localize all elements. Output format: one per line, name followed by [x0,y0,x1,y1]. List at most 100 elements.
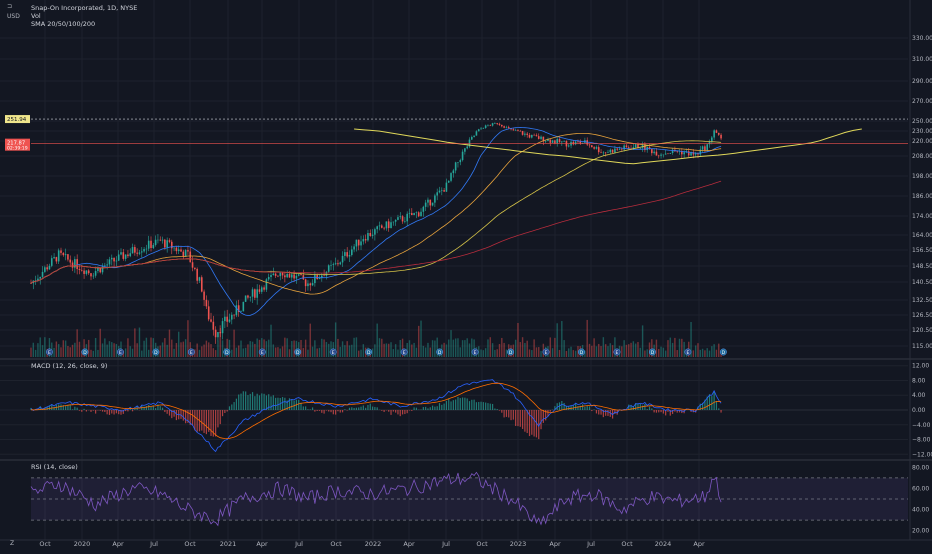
candle [589,145,591,146]
candle [169,240,171,242]
volume-bar [695,345,696,357]
macd-histogram-bar [231,404,232,410]
volume-bar [644,350,645,357]
candle [159,240,161,241]
sma-label[interactable]: SMA 20/50/100/200 [31,20,137,28]
macd-histogram-bar [310,409,311,410]
macd-histogram-bar [584,407,585,410]
macd-histogram-bar [363,405,364,410]
macd-histogram-bar [113,410,114,415]
macd-histogram-bar [437,406,438,410]
volume-bar [672,343,673,357]
candle [559,139,561,142]
candle [289,274,291,278]
candle [441,190,443,191]
macd-histogram-bar [233,402,234,410]
macd-histogram-bar [404,410,405,414]
x-tick-label: Oct [330,540,342,548]
candle [266,279,268,289]
macd-histogram-bar [217,410,218,427]
candle [254,289,256,297]
candle [224,317,226,321]
candle [148,241,150,249]
y-tick-label: 120.50 [912,327,932,334]
volume-bar [413,343,414,357]
y-tick-label: 270.00 [912,98,932,105]
candle [76,259,78,269]
macd-histogram-bar [356,408,357,410]
candle [616,149,618,150]
candle [667,154,669,155]
volume-bar [702,349,703,357]
candle [529,135,531,138]
macd-histogram-bar [222,410,223,416]
candle [132,247,134,253]
macd-histogram-bar [420,409,421,410]
candle [263,287,265,289]
macd-tick-label: 8.00 [912,377,926,384]
candle [346,252,348,256]
candle [74,259,76,268]
volume-bar [270,325,271,357]
candle [545,141,547,142]
candle [411,213,413,215]
volume-bar [647,349,648,357]
volume-bar [700,350,701,357]
candle [607,152,609,153]
volume-bar [640,348,641,357]
event-label: D [438,350,442,356]
candle [436,192,438,195]
candle [450,173,452,181]
candle [171,242,173,249]
macd-histogram-bar [531,410,532,435]
candle [702,146,704,149]
candle [388,221,390,228]
macd-histogram-bar [169,410,170,416]
corner-bottom-icon[interactable]: Z [10,540,14,547]
macd-histogram-bar [485,403,486,410]
macd-histogram-bar [67,405,68,410]
volume-bar [496,349,497,357]
volume-bar [386,343,387,357]
volume-bar [526,341,527,357]
macd-histogram-bar [243,391,244,410]
corner-top-icon[interactable]: ⊐ [7,3,12,10]
volume-bar [395,344,396,357]
y-tick-label: 330.00 [912,35,932,42]
macd-histogram-bar [160,406,161,410]
candle [129,253,131,256]
candle [86,270,88,273]
volume-bar [626,345,627,357]
candle [596,147,598,149]
macd-histogram-bar [227,410,228,412]
macd-tick-label: 4.00 [912,392,926,399]
candle [206,300,208,307]
macd-histogram-bar [550,410,551,412]
volume-bar [284,338,285,357]
macd-histogram-bar [319,410,320,411]
candle [591,145,593,147]
candle [579,142,581,144]
macd-histogram-bar [455,399,456,410]
candle [314,274,316,283]
macd-label[interactable]: MACD (12, 26, close, 9) [31,362,107,370]
candle [492,123,494,125]
volume-bar [125,348,126,357]
candle [79,269,81,270]
candle [192,262,194,267]
rsi-label[interactable]: RSI (14, close) [31,463,78,471]
volume-label[interactable]: Vol [31,12,137,20]
volume-bar [457,338,458,357]
volume-bar [570,347,571,357]
macd-histogram-bar [654,410,655,412]
macd-histogram-bar [425,407,426,410]
chart-title[interactable]: Snap-On Incorporated, 1D, NYSE [31,4,137,12]
volume-bar [42,345,43,357]
volume-bar [677,350,678,357]
volume-bar [171,340,172,357]
volume-bar [58,344,59,357]
candle [286,274,288,277]
volume-bar [605,344,606,357]
macd-histogram-bar [358,407,359,410]
